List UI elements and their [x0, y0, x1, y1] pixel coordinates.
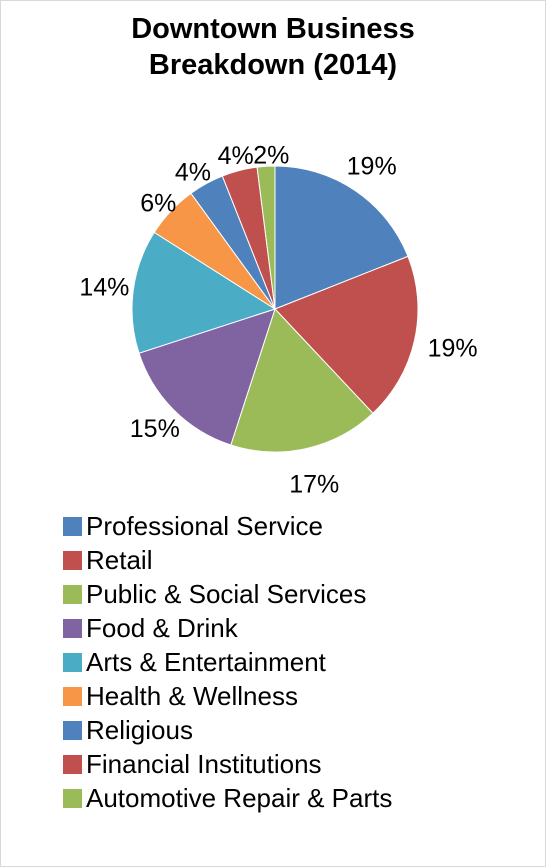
data-label: 6% [140, 189, 176, 217]
legend-swatch [63, 652, 82, 672]
legend-swatch [63, 618, 82, 638]
legend-item: Health & Wellness [63, 679, 392, 713]
legend-swatch [63, 754, 82, 774]
data-label: 19% [347, 153, 397, 181]
data-label: 17% [289, 471, 339, 499]
chart-title-line-1: Downtown Business [131, 13, 415, 45]
legend-label: Arts & Entertainment [86, 646, 326, 677]
pie-slice [256, 165, 276, 310]
legend-label: Financial Institutions [86, 748, 322, 779]
pie-slice [274, 255, 419, 414]
legend-label: Professional Service [86, 510, 323, 541]
legend-item: Arts & Entertainment [63, 645, 392, 679]
legend-item: Religious [63, 713, 392, 747]
legend-swatch [63, 788, 82, 808]
legend-item: Professional Service [63, 509, 392, 543]
legend-label: Religious [86, 714, 193, 745]
legend-swatch [63, 584, 82, 604]
pie-slice [274, 165, 409, 310]
legend-swatch [63, 720, 82, 740]
pie-chart: 19%19%17%15%14%6%4%4% 2% [79, 141, 478, 499]
legend-item: Public & Social Services [63, 577, 392, 611]
data-label: 4% [175, 159, 211, 187]
data-label: 15% [130, 415, 180, 443]
data-label: 2% [253, 141, 289, 169]
data-label: 19% [428, 335, 478, 363]
legend: Professional Service Retail Public & Socia… [63, 509, 392, 815]
legend-label: Food & Drink [86, 612, 238, 643]
chart-title: Downtown Business Breakdown (2014) [1, 11, 545, 83]
legend-swatch [63, 686, 82, 706]
legend-label: Retail [86, 544, 153, 575]
legend-item: Financial Institutions [63, 747, 392, 781]
chart-title-line-2: Breakdown (2014) [148, 49, 398, 81]
pie-slice [131, 231, 277, 354]
pie-slice [230, 308, 374, 453]
legend-item: Automotive Repair & Parts [63, 781, 392, 815]
data-label: 14% [79, 273, 129, 301]
legend-swatch [63, 550, 82, 570]
legend-item: Retail [63, 543, 392, 577]
legend-swatch [63, 516, 82, 536]
legend-label: Automotive Repair & Parts [86, 782, 393, 813]
legend-label: Health & Wellness [86, 680, 298, 711]
legend-item: Food & Drink [63, 611, 392, 645]
pie-slice [138, 308, 276, 446]
data-label: 4% [218, 142, 254, 170]
legend-label: Public & Social Services [86, 578, 367, 609]
